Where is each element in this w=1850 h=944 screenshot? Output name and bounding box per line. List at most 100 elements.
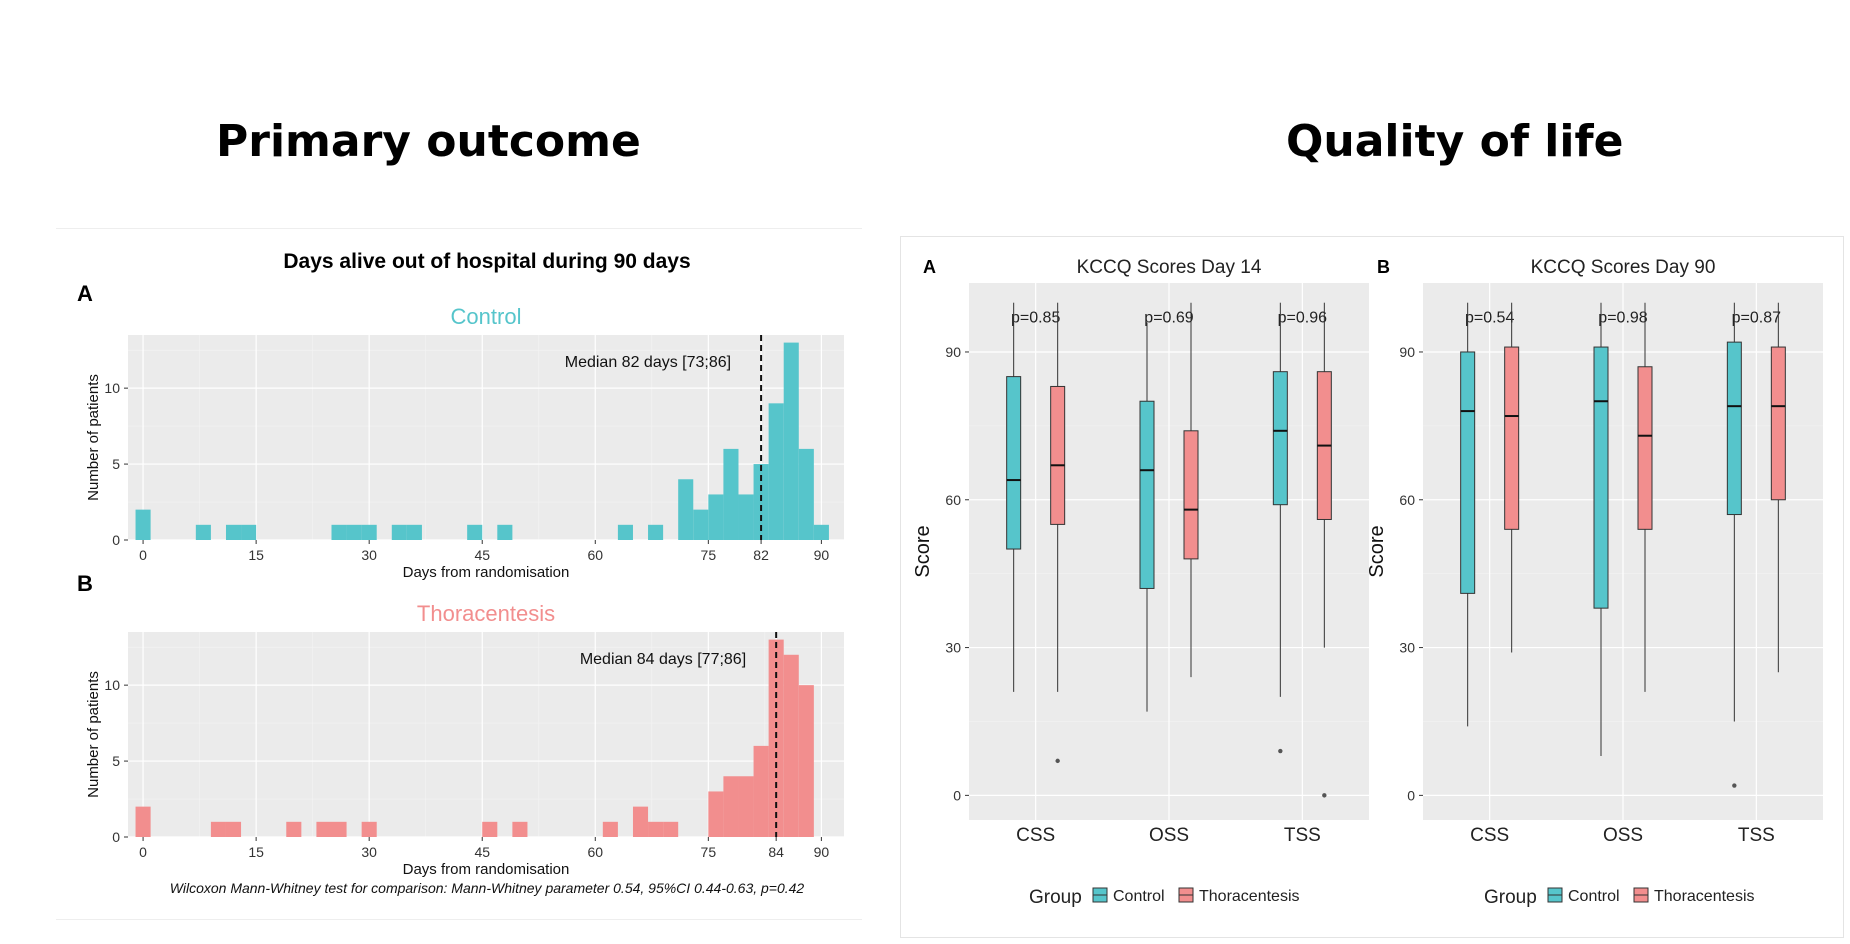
outlier-point <box>1278 748 1283 754</box>
x-tick-label: 90 <box>814 844 830 860</box>
histogram-bar <box>241 524 257 540</box>
category-label: TSS <box>1284 825 1321 846</box>
histogram-title: Control <box>451 304 522 329</box>
histogram-bar <box>708 494 724 540</box>
x-tick-label: 60 <box>587 844 603 860</box>
histogram-bar <box>331 821 347 837</box>
y-tick-label: 30 <box>945 640 961 656</box>
x-tick-label: 90 <box>814 547 830 563</box>
boxplot-title: KCCQ Scores Day 90 <box>1531 257 1716 278</box>
x-axis-label: Days from randomisation <box>403 861 570 878</box>
x-tick-label: 60 <box>587 547 603 563</box>
kccq-day14-chart: A KCCQ Scores Day 14 p=0.85 p=0.69 p=0.96 0 30… <box>912 257 1369 846</box>
quality-of-life-panel: A KCCQ Scores Day 14 p=0.85 p=0.69 p=0.96 0 30… <box>900 236 1844 938</box>
x-tick-label: 15 <box>248 547 264 563</box>
outlier-point <box>1055 758 1060 764</box>
y-axis-label: Score <box>912 525 934 577</box>
histogram-bar <box>361 524 377 540</box>
histogram-bar <box>678 479 694 540</box>
y-tick-label: 0 <box>112 829 120 845</box>
box-iqr <box>1139 400 1155 589</box>
histogram-bar <box>663 821 679 837</box>
y-tick-label: 0 <box>953 787 961 803</box>
histogram-bar <box>467 524 483 540</box>
median-annotation: Median 82 days [73;86] <box>565 354 731 371</box>
y-tick-label: 0 <box>112 532 120 548</box>
p-value-label: p=0.98 <box>1598 309 1647 326</box>
x-tick-label: 30 <box>361 844 377 860</box>
panel-label-b: B <box>77 571 93 596</box>
histogram-bar <box>768 639 784 837</box>
histogram-bar <box>512 821 528 837</box>
panel-label: A <box>923 257 936 277</box>
y-tick-label: 10 <box>104 677 120 693</box>
quality-of-life-heading: Quality of life <box>1286 116 1624 167</box>
category-label: TSS <box>1738 825 1775 846</box>
x-tick-label: 0 <box>139 844 147 860</box>
histogram-bar <box>361 821 377 837</box>
outlier-point <box>1322 793 1327 798</box>
legend-title: Group <box>1029 887 1082 908</box>
x-tick-label: 75 <box>701 547 717 563</box>
histogram-bar <box>723 776 739 837</box>
legend-label: Control <box>1113 888 1165 905</box>
x-tick-label: 45 <box>474 844 490 860</box>
histogram-bar <box>135 806 151 837</box>
histogram-bar <box>406 524 422 540</box>
thoracentesis-histogram: Thoracentesis Median 84 days [77;86] 0 15 30… <box>85 601 844 878</box>
legend-label: Thoracentesis <box>1199 888 1300 905</box>
histogram-bar <box>738 494 754 540</box>
box-iqr <box>1006 376 1022 550</box>
category-label: OSS <box>1149 825 1189 846</box>
histogram-bar <box>225 524 242 540</box>
y-axis-label: Number of patients <box>85 374 102 501</box>
histogram-bar <box>723 448 739 540</box>
histogram-bar <box>753 745 769 837</box>
primary-outcome-panel: Days alive out of hospital during 90 day… <box>56 228 862 920</box>
primary-figure-title: Days alive out of hospital during 90 day… <box>283 250 690 273</box>
histogram-bar <box>738 776 754 837</box>
histogram-bar <box>602 821 618 837</box>
histogram-bar <box>783 342 799 540</box>
histogram-title: Thoracentesis <box>417 601 555 626</box>
histogram-bar <box>316 821 332 837</box>
x-tick-label: 75 <box>701 844 717 860</box>
y-tick-label: 90 <box>1399 344 1415 360</box>
y-axis-label: Number of patients <box>85 671 102 798</box>
outlier-point <box>1732 783 1737 788</box>
y-tick-label: 90 <box>945 344 961 360</box>
x-axis-label: Days from randomisation <box>403 564 570 581</box>
p-value-label: p=0.69 <box>1144 309 1193 326</box>
histogram-bar <box>753 464 769 540</box>
wilcoxon-footnote: Wilcoxon Mann-Whitney test for compariso… <box>170 880 805 896</box>
x-tick-label: 15 <box>248 844 264 860</box>
histogram-bar <box>210 821 226 837</box>
histogram-bar <box>286 821 302 837</box>
box-iqr <box>1726 341 1742 516</box>
y-tick-label: 5 <box>112 753 120 769</box>
y-axis-label: Score <box>1366 525 1388 577</box>
box-iqr <box>1637 366 1653 530</box>
p-value-label: p=0.96 <box>1278 309 1327 326</box>
histogram-bar <box>195 524 211 540</box>
box-iqr <box>1460 351 1476 594</box>
histogram-bar <box>331 524 347 540</box>
control-histogram: Control Median 82 days [73;86] 0 15 30 45 60 75… <box>85 304 844 581</box>
panel-label: B <box>1377 257 1390 277</box>
kccq-day90-chart: B KCCQ Scores Day 90 p=0.54 p=0.98 p=0.87 0 30… <box>1366 257 1823 846</box>
histogram-bar <box>225 821 242 837</box>
histogram-bar <box>648 821 664 837</box>
y-tick-label: 0 <box>1407 787 1415 803</box>
histogram-bar <box>391 524 407 540</box>
legend-label: Thoracentesis <box>1654 888 1755 905</box>
histogram-bar <box>768 403 784 540</box>
histogram-bar <box>798 448 814 540</box>
x-tick-label: 30 <box>361 547 377 563</box>
y-tick-label: 5 <box>112 456 120 472</box>
boxplot-title: KCCQ Scores Day 14 <box>1077 257 1262 278</box>
category-label: CSS <box>1470 825 1509 846</box>
quality-of-life-figure: A KCCQ Scores Day 14 p=0.85 p=0.69 p=0.96 0 30… <box>912 257 1823 908</box>
legend-label: Control <box>1568 888 1620 905</box>
histogram-bar <box>708 791 724 837</box>
p-value-label: p=0.87 <box>1732 309 1781 326</box>
